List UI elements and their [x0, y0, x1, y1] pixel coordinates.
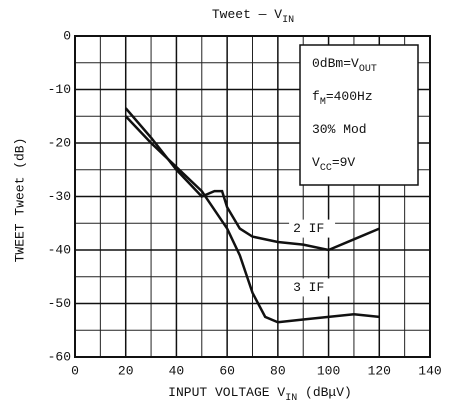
x-tick-label: 20	[118, 363, 134, 378]
y-tick-label: -60	[48, 349, 71, 364]
annotation: VCC=9V	[312, 155, 355, 173]
x-tick-label: 0	[71, 363, 79, 378]
x-axis-label-part: INPUT VOLTAGE V	[168, 385, 285, 400]
x-tick-label: 100	[317, 363, 340, 378]
y-tick-label: -30	[48, 189, 71, 204]
annotation-part: M	[320, 97, 326, 108]
chart-title: Tweet — VIN	[212, 7, 294, 25]
y-tick-label: -10	[48, 82, 71, 97]
plot-frame	[74, 35, 431, 358]
series-label-bg	[289, 219, 336, 238]
annotation-part: =9V	[332, 155, 356, 170]
x-tick-label: 120	[368, 363, 391, 378]
annotation-part: CC	[320, 163, 332, 174]
y-tick-label: -50	[48, 296, 71, 311]
y-tick-label: -40	[48, 242, 71, 257]
chart-title-part: Tweet — V	[212, 7, 282, 22]
series-label: 2 IF	[293, 221, 324, 236]
series-label-bg	[289, 278, 336, 297]
chart-title-part: IN	[282, 15, 294, 26]
annotation-part: V	[312, 155, 320, 170]
annotation-part: 30% Mod	[312, 122, 367, 137]
annotation-part: OUT	[359, 64, 377, 75]
y-tick-label: 0	[63, 28, 71, 43]
x-tick-label: 80	[270, 363, 286, 378]
x-tick-label: 60	[219, 363, 235, 378]
x-axis-label: INPUT VOLTAGE VIN (dBμV)	[168, 385, 352, 403]
line-series	[124, 115, 380, 324]
annotation: 0dBm=VOUT	[312, 56, 377, 74]
line-series	[124, 107, 380, 252]
x-tick-label: 140	[418, 363, 441, 378]
x-axis-label-part: (dBμV)	[297, 385, 352, 400]
y-tick-label: -20	[48, 135, 71, 150]
series-label: 3 IF	[293, 280, 324, 295]
annotation: 30% Mod	[312, 122, 367, 137]
x-tick-label: 40	[169, 363, 185, 378]
annotation-part: 0dBm=V	[312, 56, 359, 71]
annotation-part: =400Hz	[326, 89, 373, 104]
annotation-part: f	[312, 89, 320, 104]
y-axis-label: TWEET Tweet (dB)	[12, 138, 27, 263]
annotation-box	[299, 44, 419, 186]
x-axis-label-part: IN	[285, 393, 297, 404]
annotation: fM=400Hz	[312, 89, 373, 107]
